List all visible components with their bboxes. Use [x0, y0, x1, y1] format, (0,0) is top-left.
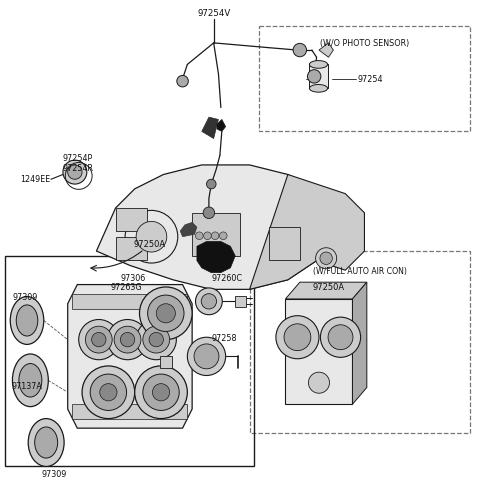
Bar: [286, 299, 352, 405]
Circle shape: [187, 337, 226, 376]
Circle shape: [79, 320, 119, 360]
Circle shape: [206, 180, 216, 189]
Circle shape: [68, 166, 82, 180]
Text: 97254P: 97254P: [63, 154, 93, 163]
Ellipse shape: [310, 61, 327, 69]
Ellipse shape: [12, 354, 48, 407]
Circle shape: [195, 288, 222, 315]
Text: (W/FULL AUTO AIR CON): (W/FULL AUTO AIR CON): [312, 266, 407, 275]
Text: 97250A: 97250A: [312, 283, 345, 292]
Polygon shape: [286, 283, 367, 299]
Ellipse shape: [35, 427, 58, 458]
Text: 97263G: 97263G: [111, 283, 143, 292]
Circle shape: [149, 333, 163, 347]
Text: 97254R: 97254R: [63, 164, 94, 172]
Circle shape: [143, 327, 169, 353]
Polygon shape: [217, 120, 226, 132]
Ellipse shape: [28, 419, 64, 467]
Circle shape: [211, 232, 219, 240]
Circle shape: [153, 384, 169, 401]
Circle shape: [284, 324, 311, 351]
Circle shape: [136, 320, 176, 360]
Text: 97258: 97258: [211, 333, 237, 342]
Circle shape: [201, 294, 216, 309]
Polygon shape: [319, 44, 333, 58]
Text: 1249EE: 1249EE: [20, 174, 50, 183]
Polygon shape: [197, 242, 235, 273]
Ellipse shape: [10, 297, 44, 345]
Text: 97250A: 97250A: [133, 240, 165, 249]
Circle shape: [136, 222, 167, 253]
Circle shape: [135, 366, 187, 419]
Circle shape: [204, 232, 211, 240]
Polygon shape: [180, 223, 197, 237]
Circle shape: [320, 253, 332, 265]
Circle shape: [194, 344, 219, 369]
Circle shape: [219, 232, 227, 240]
Circle shape: [92, 333, 106, 347]
Polygon shape: [352, 283, 367, 405]
Circle shape: [90, 374, 127, 410]
Bar: [5, 257, 254, 467]
Bar: [310, 65, 327, 89]
Circle shape: [309, 372, 329, 393]
Circle shape: [293, 44, 307, 58]
Text: 97306: 97306: [120, 273, 145, 282]
Bar: [250, 252, 470, 433]
Text: 97260C: 97260C: [211, 273, 242, 282]
Polygon shape: [202, 118, 218, 139]
Circle shape: [63, 161, 87, 185]
Circle shape: [321, 318, 360, 358]
Ellipse shape: [19, 364, 42, 397]
Circle shape: [276, 316, 319, 359]
Ellipse shape: [16, 305, 38, 336]
Bar: [192, 213, 240, 257]
Bar: [269, 227, 300, 260]
Circle shape: [140, 287, 192, 340]
Bar: [259, 27, 470, 132]
Bar: [235, 296, 246, 307]
Circle shape: [114, 327, 141, 353]
Polygon shape: [96, 166, 326, 290]
Polygon shape: [72, 405, 187, 419]
Circle shape: [120, 333, 135, 347]
Polygon shape: [250, 175, 364, 290]
Circle shape: [177, 76, 188, 88]
Text: 97254: 97254: [357, 75, 383, 84]
Text: 97137A: 97137A: [11, 381, 42, 390]
Text: (W/O PHOTO SENSOR): (W/O PHOTO SENSOR): [320, 39, 409, 48]
Circle shape: [148, 296, 184, 332]
Bar: [116, 209, 147, 231]
Polygon shape: [72, 295, 187, 309]
Ellipse shape: [310, 85, 327, 93]
Circle shape: [203, 208, 215, 219]
Circle shape: [82, 366, 135, 419]
Polygon shape: [68, 285, 192, 428]
Circle shape: [195, 232, 203, 240]
Circle shape: [316, 248, 336, 269]
Circle shape: [85, 327, 112, 353]
Circle shape: [100, 384, 117, 401]
Text: 97309: 97309: [12, 292, 38, 302]
Text: 97254V: 97254V: [197, 9, 230, 18]
Text: 97309: 97309: [41, 469, 67, 478]
Circle shape: [328, 325, 353, 350]
Circle shape: [308, 71, 321, 84]
Bar: [160, 357, 171, 369]
Circle shape: [143, 374, 179, 410]
Circle shape: [125, 211, 178, 263]
Circle shape: [156, 304, 175, 323]
Bar: [116, 237, 147, 260]
Circle shape: [108, 320, 148, 360]
